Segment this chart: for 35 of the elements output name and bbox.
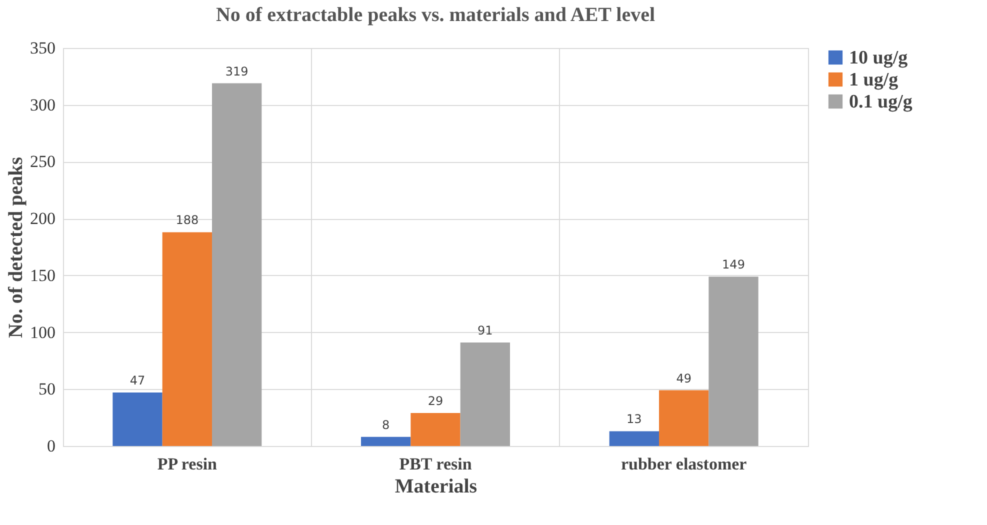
x-tick-label: PP resin xyxy=(157,454,218,474)
y-tick-label: 100 xyxy=(30,322,56,342)
bar xyxy=(112,392,162,446)
bar xyxy=(708,276,758,446)
data-label: 29 xyxy=(428,394,444,408)
data-label: 149 xyxy=(722,258,745,272)
data-label: 47 xyxy=(130,374,146,388)
y-tick-label: 300 xyxy=(30,95,56,114)
bar xyxy=(410,413,460,446)
y-tick-label: 150 xyxy=(30,266,56,285)
data-label: 49 xyxy=(676,371,692,386)
legend-label: 10 ug/g xyxy=(849,48,908,68)
data-label: 188 xyxy=(176,213,199,228)
x-tick-label: rubber elastomer xyxy=(620,454,748,474)
bar xyxy=(361,436,411,446)
bar xyxy=(212,83,262,446)
chart-title: No of extractable peaks vs. materials and AET level xyxy=(216,4,656,26)
legend-label: 0.1 ug/g xyxy=(849,92,913,112)
bar xyxy=(162,232,212,446)
legend-label: 1 ug/g xyxy=(849,70,899,90)
y-tick-label: 50 xyxy=(38,380,56,399)
data-label: 13 xyxy=(626,412,642,426)
bar xyxy=(460,342,510,446)
y-tick-label: 200 xyxy=(30,209,56,228)
data-label: 319 xyxy=(225,64,248,78)
bar xyxy=(609,431,659,446)
y-axis-title: No. of detected peaks xyxy=(5,156,27,338)
data-label: 8 xyxy=(382,418,390,432)
bar xyxy=(659,390,709,446)
y-tick-label: 0 xyxy=(47,436,56,456)
x-tick-label: PBT resin xyxy=(399,454,472,474)
x-axis-title: Materials xyxy=(394,476,478,498)
data-label: 91 xyxy=(478,324,493,338)
y-tick-label: 250 xyxy=(30,152,56,172)
y-tick-label: 350 xyxy=(30,38,56,58)
